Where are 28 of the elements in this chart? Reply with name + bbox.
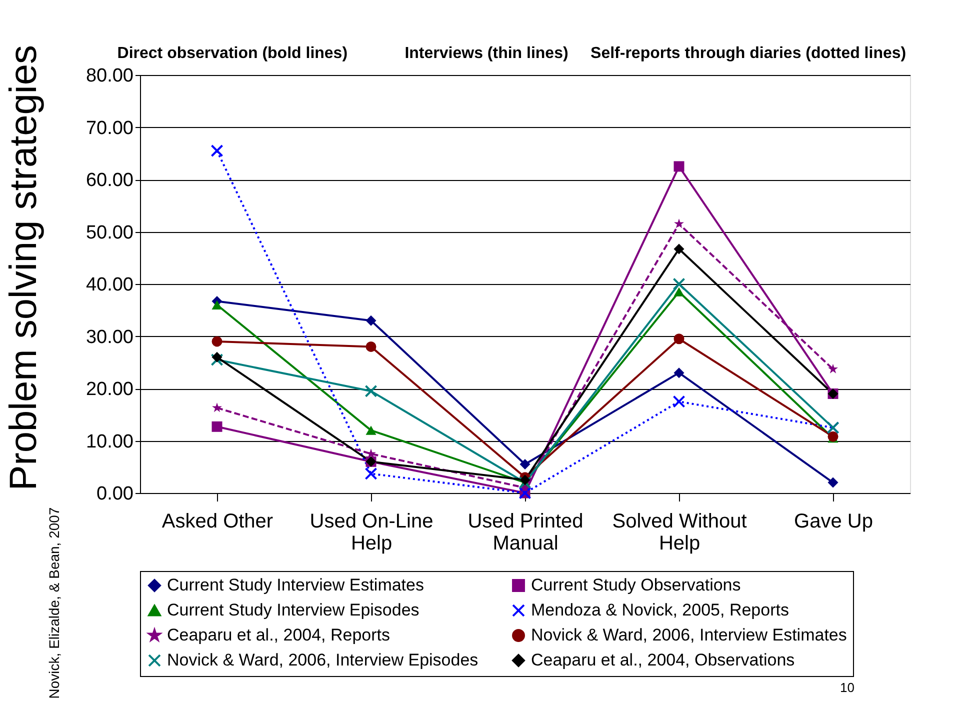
y-tick-label: 10.00 [86,431,134,452]
y-tick-label: 30.00 [86,326,134,348]
y-tick-label: 40.00 [86,274,134,296]
text: Interviews (thin lines) [404,45,568,62]
legend-label: Ceaparu et al., 2004, Observations [531,650,795,670]
x-tick-label: Used Printed Manual [468,510,584,554]
legend-label: Novick & Ward, 2006, Interview Episodes [167,650,478,670]
x-tick-label: Gave Up [794,510,873,532]
legend-label: Novick & Ward, 2006, Interview Estimates [531,626,847,644]
text: Self-reports through diaries (dotted lines) [590,45,906,62]
y-tick-label: 60.00 [86,170,134,191]
text: 10 [840,680,854,695]
x-tick-label: Used On-Line Help [310,510,434,554]
text: Problem solving strategies [3,45,45,491]
y-tick-label: 20.00 [86,379,134,400]
text: Direct observation (bold lines) [117,45,348,62]
legend-label: Current Study Observations [531,576,741,595]
x-tick-label: Asked Other [162,510,274,532]
y-tick-label: 80.00 [86,66,134,86]
legend-label: Current Study Interview Estimates [167,576,424,595]
legend-label: Mendoza & Novick, 2005, Reports [531,600,789,620]
legend-label: Current Study Interview Episodes [167,600,420,620]
y-tick-label: 70.00 [86,118,134,139]
y-tick-label: 0.00 [96,484,134,504]
y-tick-label: 50.00 [86,222,134,244]
text: Novick, Elizalde, & Bean, 2007 [46,507,62,699]
legend-label: Ceaparu et al., 2004, Reports [167,626,390,644]
x-tick-label: Solved Without Help [612,510,748,554]
